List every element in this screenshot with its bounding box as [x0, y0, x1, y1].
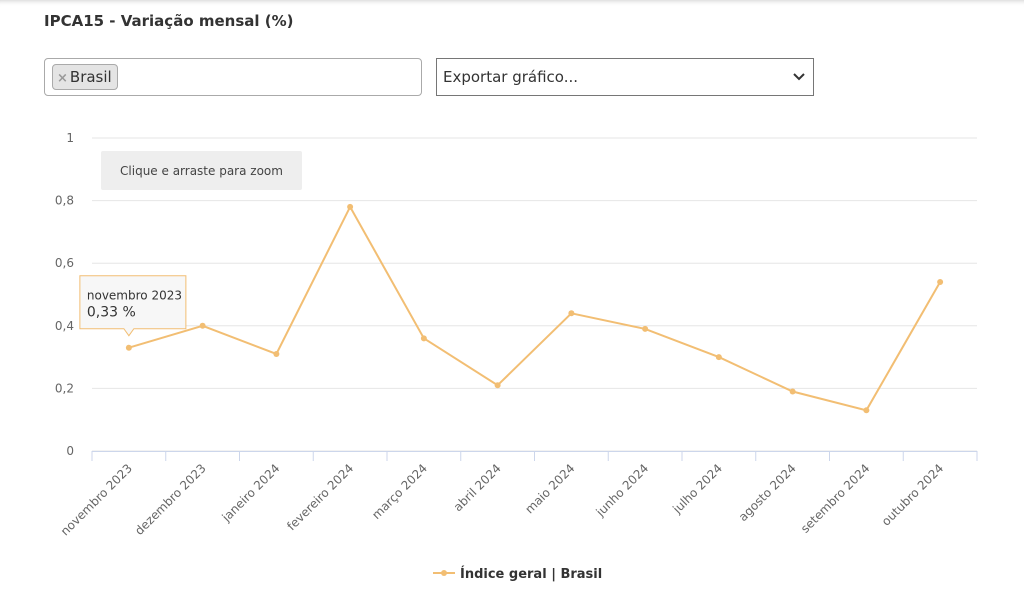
- x-tick-label: novembro 2023: [58, 461, 135, 538]
- x-tick-label: julho 2024: [669, 461, 725, 517]
- series-line: [128, 204, 941, 412]
- x-tick-label: fevereiro 2024: [284, 461, 356, 533]
- data-point: [347, 203, 354, 210]
- tooltip-box: [79, 275, 187, 337]
- x-tick-label: abril 2024: [451, 461, 504, 514]
- x-tick-label: maio 2024: [522, 461, 577, 516]
- x-tick-label: agosto 2024: [736, 461, 799, 524]
- x-tick-label: setembro 2024: [798, 461, 873, 536]
- tooltip-value: 0,33 %: [87, 305, 136, 321]
- y-tick-label: 0,4: [55, 319, 74, 333]
- export-select[interactable]: Exportar gráfico...: [436, 58, 814, 96]
- chip-label: Brasil: [69, 68, 112, 86]
- data-point: [199, 322, 206, 329]
- zoom-hint: Clique e arraste para zoom: [120, 164, 283, 178]
- page-title: IPCA15 - Variação mensal (%): [44, 12, 294, 30]
- legend-marker: [441, 570, 447, 576]
- x-tick-label: janeiro 2024: [219, 461, 283, 525]
- data-point: [642, 325, 649, 332]
- data-point: [789, 388, 796, 395]
- region-filter[interactable]: × Brasil: [44, 58, 422, 96]
- x-tick-label: dezembro 2023: [132, 461, 209, 538]
- data-point: [273, 350, 280, 357]
- x-tick-label: março 2024: [369, 461, 430, 522]
- data-point: [494, 382, 501, 389]
- data-point: [937, 278, 944, 285]
- data-point: [420, 335, 427, 342]
- data-point: [715, 354, 722, 361]
- dropdown-arrow: [793, 73, 805, 81]
- tooltip-title: novembro 2023: [87, 289, 182, 303]
- filter-chip[interactable]: × Brasil: [52, 64, 118, 90]
- zoom-hint-box: [101, 151, 302, 190]
- data-point: [863, 407, 870, 414]
- remove-icon[interactable]: ×: [57, 71, 68, 86]
- y-tick-label: 0,6: [55, 256, 74, 270]
- legend-label: Índice geral | Brasil: [460, 566, 602, 582]
- export-label: Exportar gráfico...: [443, 68, 579, 86]
- y-tick-label: 0: [66, 444, 74, 458]
- y-tick-label: 0,8: [55, 194, 74, 208]
- y-tick-label: 1: [66, 131, 74, 145]
- y-tick-label: 0,2: [55, 381, 74, 395]
- data-point: [125, 344, 132, 351]
- x-tick-label: outubro 2024: [879, 461, 946, 528]
- tooltip: novembro 2023 0,33 %: [79, 275, 187, 337]
- data-point: [568, 310, 575, 317]
- x-tick-label: junho 2024: [593, 461, 652, 520]
